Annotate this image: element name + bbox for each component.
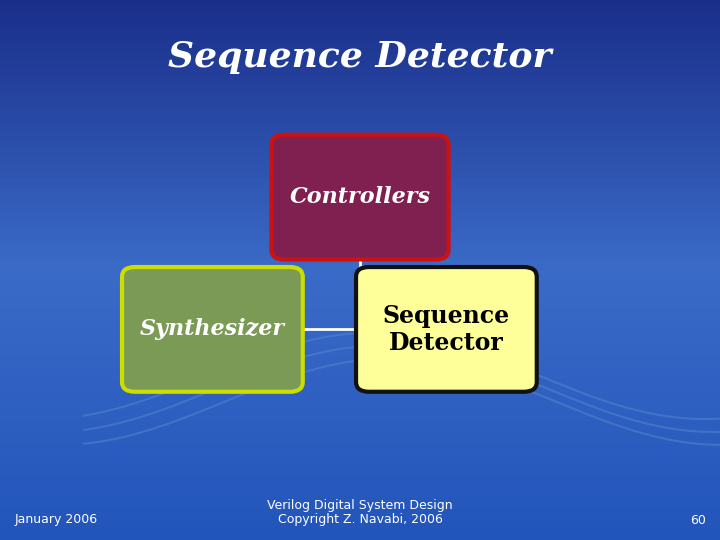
Text: 60: 60 <box>690 514 706 526</box>
Text: Controllers: Controllers <box>289 186 431 208</box>
Text: January 2006: January 2006 <box>14 514 97 526</box>
Text: Sequence Detector: Sequence Detector <box>168 40 552 73</box>
FancyBboxPatch shape <box>271 135 449 260</box>
Text: Synthesizer: Synthesizer <box>140 319 285 340</box>
FancyBboxPatch shape <box>356 267 537 392</box>
Text: Verilog Digital System Design
Copyright Z. Navabi, 2006: Verilog Digital System Design Copyright … <box>267 498 453 526</box>
FancyBboxPatch shape <box>122 267 302 392</box>
Text: Sequence
Detector: Sequence Detector <box>383 303 510 355</box>
